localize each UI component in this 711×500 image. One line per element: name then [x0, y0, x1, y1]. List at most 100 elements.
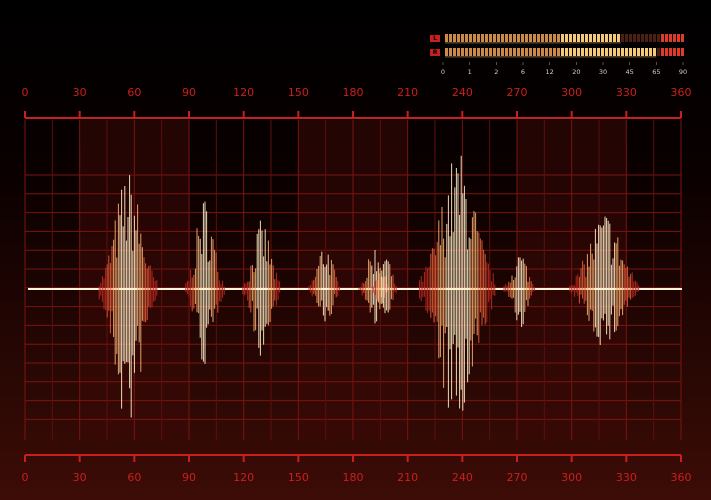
meter-segment — [521, 34, 524, 42]
meter-segment — [581, 48, 584, 56]
meter-segment — [461, 34, 464, 42]
top-tick-label: 150 — [288, 86, 309, 99]
meter-segment — [553, 34, 556, 42]
meter-segment — [477, 34, 480, 42]
meter-segment — [581, 34, 584, 42]
meter-segment — [665, 48, 668, 56]
meter-segment — [661, 48, 664, 56]
meter-tick-label: 0 — [441, 68, 445, 76]
meter-segment — [469, 48, 472, 56]
meter-segment — [457, 48, 460, 56]
top-tick-label: 0 — [22, 86, 29, 99]
meter-segment — [585, 48, 588, 56]
meter-segment — [649, 34, 652, 42]
meter-segment — [533, 34, 536, 42]
meter-segment — [509, 48, 512, 56]
top-tick-label: 240 — [452, 86, 473, 99]
meter-segment — [517, 34, 520, 42]
meter-segment — [589, 34, 592, 42]
meter-segment — [661, 34, 664, 42]
meter-segment — [545, 34, 548, 42]
meter-segment — [549, 48, 552, 56]
bottom-tick-label: 0 — [22, 471, 29, 484]
meter-segment — [469, 34, 472, 42]
meter-segment — [597, 34, 600, 42]
meter-segment — [449, 48, 452, 56]
meter-segment — [621, 48, 624, 56]
top-tick-label: 330 — [616, 86, 637, 99]
meter-segment — [657, 48, 660, 56]
meter-segment — [605, 34, 608, 42]
meter-segment — [677, 34, 680, 42]
meter-segment — [541, 48, 544, 56]
level-meter: LR0 1 2 6 12 20 30 45 65 90 — [430, 34, 687, 76]
meter-segment — [485, 34, 488, 42]
channel-label: R — [433, 49, 438, 56]
meter-segment — [465, 34, 468, 42]
meter-tick-label: 30 — [599, 68, 607, 76]
meter-segment — [453, 48, 456, 56]
meter-segment — [561, 48, 564, 56]
meter-segment — [545, 48, 548, 56]
meter-segment — [449, 34, 452, 42]
bottom-tick-label: 150 — [288, 471, 309, 484]
meter-segment — [493, 34, 496, 42]
meter-segment — [561, 34, 564, 42]
meter-segment — [629, 34, 632, 42]
meter-segment — [529, 48, 532, 56]
meter-segment — [501, 48, 504, 56]
meter-segment — [625, 48, 628, 56]
meter-segment — [529, 34, 532, 42]
meter-segment — [553, 48, 556, 56]
meter-segment — [637, 48, 640, 56]
meter-segment — [557, 48, 560, 56]
meter-segment — [489, 48, 492, 56]
meter-segment — [577, 34, 580, 42]
meter-segment — [681, 34, 684, 42]
meter-segment — [641, 34, 644, 42]
top-tick-label: 180 — [343, 86, 364, 99]
meter-segment — [613, 48, 616, 56]
channel-badge — [430, 35, 440, 42]
top-tick-label: 300 — [561, 86, 582, 99]
meter-segment — [565, 48, 568, 56]
grid — [24, 120, 682, 440]
meter-segment — [493, 48, 496, 56]
meter-tick-label: 45 — [626, 68, 634, 76]
bottom-tick-label: 360 — [671, 471, 692, 484]
meter-segment — [497, 48, 500, 56]
bottom-tick-label: 90 — [182, 471, 196, 484]
meter-segment — [601, 48, 604, 56]
meter-segment — [609, 48, 612, 56]
meter-segment — [593, 34, 596, 42]
meter-tick-label: 1 — [468, 68, 472, 76]
meter-segment — [473, 48, 476, 56]
meter-segment — [577, 48, 580, 56]
bottom-tick-label: 30 — [73, 471, 87, 484]
meter-segment — [445, 48, 448, 56]
top-tick-label: 30 — [73, 86, 87, 99]
meter-segment — [505, 48, 508, 56]
meter-segment — [657, 34, 660, 42]
top-tick-label: 90 — [182, 86, 196, 99]
meter-segment — [485, 48, 488, 56]
meter-segment — [533, 48, 536, 56]
meter-segment — [681, 48, 684, 56]
meter-segment — [645, 48, 648, 56]
meter-segment — [673, 48, 676, 56]
waveform — [28, 155, 682, 418]
bottom-tick-label: 240 — [452, 471, 473, 484]
bottom-tick-label: 60 — [127, 471, 141, 484]
meter-segment — [633, 48, 636, 56]
meter-segment — [669, 34, 672, 42]
meter-segment — [653, 48, 656, 56]
meter-tick-label: 65 — [652, 68, 660, 76]
top-tick-label: 210 — [397, 86, 418, 99]
meter-segment — [497, 34, 500, 42]
channel-label: L — [433, 35, 437, 42]
meter-segment — [489, 34, 492, 42]
meter-segment — [613, 34, 616, 42]
meter-segment — [645, 34, 648, 42]
